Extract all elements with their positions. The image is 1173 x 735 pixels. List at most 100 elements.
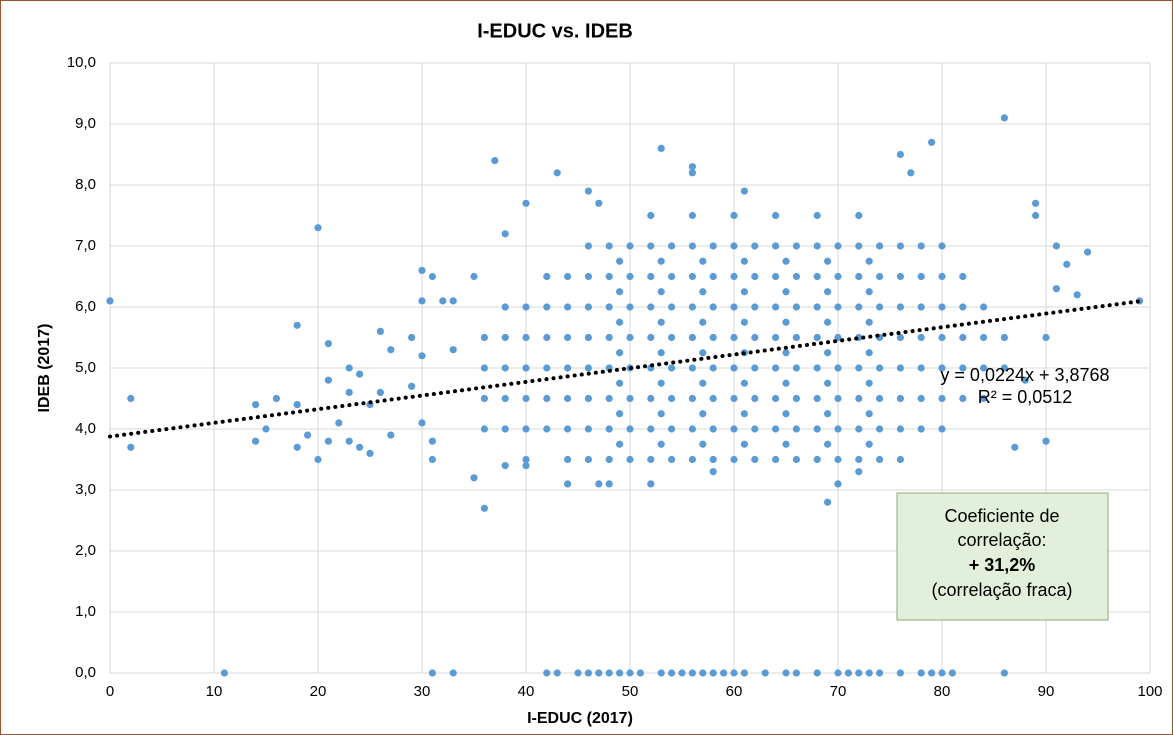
point: [480, 504, 488, 512]
point: [418, 297, 426, 305]
point: [304, 431, 312, 439]
point: [896, 242, 905, 250]
point: [876, 303, 884, 311]
x-tick-label: 10: [206, 683, 223, 700]
point: [876, 455, 884, 464]
point: [428, 272, 436, 281]
point: [938, 364, 946, 372]
point: [543, 303, 551, 311]
point: [584, 455, 593, 464]
y-tick-label: 9,0: [75, 115, 96, 132]
point: [688, 425, 697, 433]
point: [782, 318, 790, 326]
point: [449, 346, 457, 354]
point: [595, 480, 603, 488]
point: [896, 455, 905, 464]
point: [948, 669, 957, 677]
point: [564, 303, 572, 311]
point: [876, 364, 884, 372]
point: [252, 401, 260, 409]
point: [844, 669, 853, 677]
point: [938, 669, 946, 677]
point: [928, 138, 936, 146]
point: [772, 272, 780, 281]
point: [616, 410, 624, 418]
point: [772, 394, 780, 403]
point: [668, 303, 676, 311]
point: [834, 333, 842, 342]
point: [938, 303, 946, 311]
point: [896, 425, 905, 433]
point: [699, 349, 707, 357]
point: [876, 242, 884, 250]
point: [1000, 669, 1009, 677]
point: [626, 455, 634, 464]
point: [501, 333, 509, 342]
point: [730, 669, 738, 677]
point: [834, 272, 842, 281]
x-tick-label: 50: [622, 683, 639, 700]
point: [730, 394, 738, 403]
point: [293, 443, 301, 451]
point: [896, 364, 905, 372]
point: [813, 425, 821, 433]
y-tick-label: 3,0: [75, 481, 96, 498]
point: [865, 349, 873, 357]
annotation-line: Coeficiente de: [944, 506, 1059, 526]
point: [740, 669, 749, 677]
point: [782, 669, 790, 677]
point: [522, 455, 530, 464]
point: [688, 242, 697, 250]
point: [792, 303, 801, 311]
point: [834, 364, 842, 372]
point: [345, 364, 353, 372]
point: [387, 346, 395, 354]
point: [896, 303, 905, 311]
point: [345, 437, 353, 445]
point: [772, 242, 780, 250]
point: [855, 669, 863, 677]
point: [668, 455, 676, 464]
point: [751, 272, 759, 281]
point: [699, 318, 707, 326]
point: [626, 394, 634, 403]
point: [772, 303, 780, 311]
annotation-line: (correlação fraca): [931, 580, 1072, 600]
point: [772, 425, 780, 433]
point: [730, 425, 738, 433]
point: [792, 242, 801, 250]
point: [688, 333, 697, 342]
point: [761, 669, 769, 677]
point: [657, 379, 665, 387]
point: [668, 394, 676, 403]
point: [564, 272, 572, 281]
point: [917, 394, 925, 403]
point: [324, 340, 332, 348]
point: [917, 272, 925, 281]
point: [907, 169, 915, 177]
point: [855, 455, 863, 464]
point: [626, 333, 634, 342]
point: [678, 669, 686, 677]
point: [501, 364, 509, 372]
point: [1032, 199, 1040, 207]
point: [1052, 242, 1060, 250]
point: [647, 303, 655, 311]
point: [730, 272, 738, 281]
point: [876, 272, 884, 281]
point: [865, 440, 873, 448]
point: [252, 437, 260, 445]
point: [657, 349, 665, 357]
point: [824, 498, 832, 506]
point: [657, 318, 665, 326]
point: [699, 669, 707, 677]
point: [876, 394, 884, 403]
point: [813, 364, 821, 372]
point: [501, 303, 509, 311]
point: [428, 437, 436, 445]
point: [522, 199, 530, 207]
point: [501, 230, 509, 238]
point: [428, 669, 436, 677]
point: [626, 425, 634, 433]
marks: [106, 114, 1144, 677]
